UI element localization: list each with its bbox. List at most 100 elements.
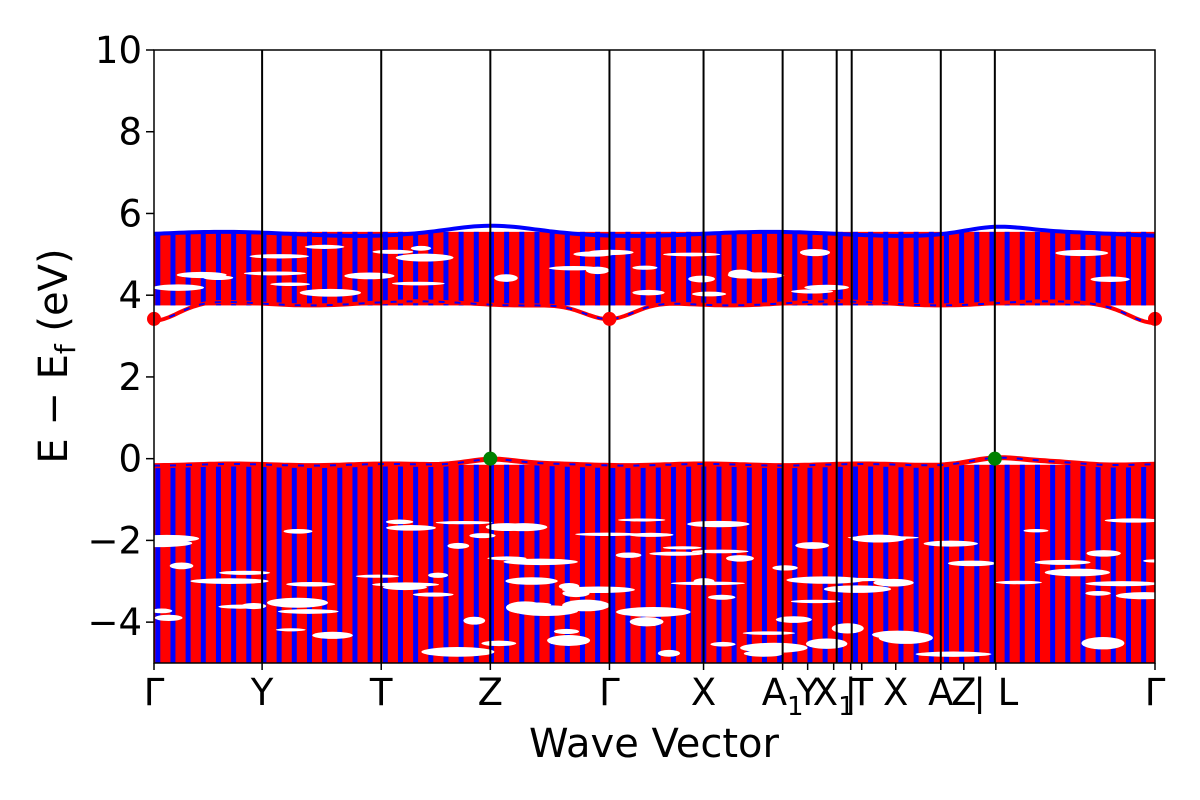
band-line-blue: [322, 231, 328, 306]
band-gap-gap: [344, 272, 395, 280]
band-line-blue: [1080, 231, 1086, 306]
band-gap-gap: [169, 562, 194, 570]
plot-frame: [153, 49, 1156, 664]
band-gap-gap: [447, 542, 470, 549]
band-line-blue: [397, 231, 403, 306]
band-gap-gap: [1143, 559, 1155, 563]
band-gap-gap: [218, 570, 271, 575]
band-gap-gap: [791, 289, 834, 294]
band-line-blue: [1019, 231, 1025, 306]
band-gap-gap: [372, 582, 440, 587]
band-line-blue: [322, 464, 328, 663]
x-tick-label: Γ: [144, 671, 165, 714]
band-line-blue: [291, 231, 297, 306]
x-tick-label: Γ: [599, 671, 620, 714]
band-gap-gap: [481, 640, 517, 647]
band-gap-gap: [487, 556, 527, 561]
band-line-blue: [746, 464, 752, 663]
extrema-markers: [147, 311, 1162, 466]
band-line-blue: [276, 231, 282, 306]
band-gap-gap: [1090, 276, 1130, 283]
band-line-blue: [246, 231, 252, 306]
y-tick-label: −4: [87, 601, 142, 644]
band-gap-gap: [687, 520, 750, 528]
band-line-blue: [291, 464, 297, 663]
band-line-blue: [200, 464, 206, 663]
band-line-blue: [807, 231, 813, 306]
band-line-blue: [488, 464, 494, 663]
band-line-blue: [155, 464, 161, 663]
band-line-blue: [792, 464, 798, 663]
band-line-blue: [610, 464, 616, 663]
band-line-blue: [1141, 231, 1147, 306]
band-line-blue: [306, 231, 312, 306]
band-line-blue: [883, 464, 889, 663]
band-line-blue: [761, 231, 767, 306]
band-gap-gap: [154, 284, 204, 291]
band-gap-gap: [663, 252, 721, 257]
band-line-blue: [913, 464, 919, 663]
band-gap-gap: [435, 520, 493, 525]
band-gap-gap: [154, 534, 200, 543]
band-gap-gap: [740, 642, 808, 653]
band-gap-gap: [249, 254, 309, 259]
band-gap-gap: [311, 291, 335, 295]
band-line-blue: [1004, 231, 1010, 306]
band-gap-gap: [395, 253, 454, 262]
band-gap-gap: [742, 631, 796, 635]
band-gap-gap: [628, 532, 674, 537]
band-gap-gap: [485, 523, 527, 531]
band-gap-gap: [743, 650, 784, 657]
band-line-blue: [488, 231, 494, 306]
band-line-blue: [777, 231, 783, 306]
band-line-blue: [868, 464, 874, 663]
band-line-blue: [898, 464, 904, 663]
band-line-blue: [261, 231, 267, 306]
band-line-blue: [807, 464, 813, 663]
band-line-blue: [352, 464, 358, 663]
band-gap-gap: [515, 606, 586, 610]
conduction-band-edge: [154, 299, 1155, 325]
band-line-blue: [852, 464, 858, 663]
band-line-blue: [746, 231, 752, 306]
band-line-blue: [1095, 231, 1101, 306]
band-gap-gap: [804, 284, 849, 291]
band-gap-gap: [726, 555, 754, 562]
band-gap-gap: [385, 519, 414, 525]
band-gap-gap: [688, 275, 715, 283]
x-tick-label: A: [928, 671, 953, 714]
band-gap-gap: [190, 578, 269, 585]
band-line-blue: [822, 231, 828, 306]
x-tick-label: X: [691, 671, 716, 714]
x-tick-label: A1: [762, 671, 804, 722]
band-gap-gap: [775, 616, 812, 623]
band-line-blue: [1141, 464, 1147, 663]
band-line-blue: [1110, 231, 1116, 306]
band-gap-gap: [649, 551, 704, 556]
band-line-blue: [625, 464, 631, 663]
band-gap-gap: [372, 249, 414, 254]
band-line-blue: [397, 464, 403, 663]
band-line-blue: [595, 464, 601, 663]
band-gap-gap: [1081, 636, 1125, 650]
y-axis-ticks: −4 −2 0 2 4 6 8 10: [87, 29, 154, 644]
x-tick-label: Y: [795, 671, 819, 714]
vbm-marker: [483, 451, 498, 466]
band-gap-gap: [707, 594, 736, 600]
band-line-blue: [959, 231, 965, 306]
band-gap-gap: [154, 614, 183, 621]
band-line-blue: [868, 231, 874, 306]
band-line-blue: [473, 231, 479, 306]
band-line-blue: [852, 231, 858, 306]
band-line-blue: [337, 231, 343, 306]
band-gap-gap: [873, 578, 914, 587]
band-line-blue: [761, 464, 767, 663]
band-gap-gap: [710, 641, 736, 647]
band-gap-gap: [270, 282, 311, 286]
y-tick-label: 0: [118, 438, 142, 481]
band-gap-gap: [561, 586, 635, 594]
band-line-blue: [337, 464, 343, 663]
band-gap-gap: [831, 623, 864, 634]
band-line-blue: [716, 231, 722, 306]
band-gap-gap: [822, 577, 889, 582]
